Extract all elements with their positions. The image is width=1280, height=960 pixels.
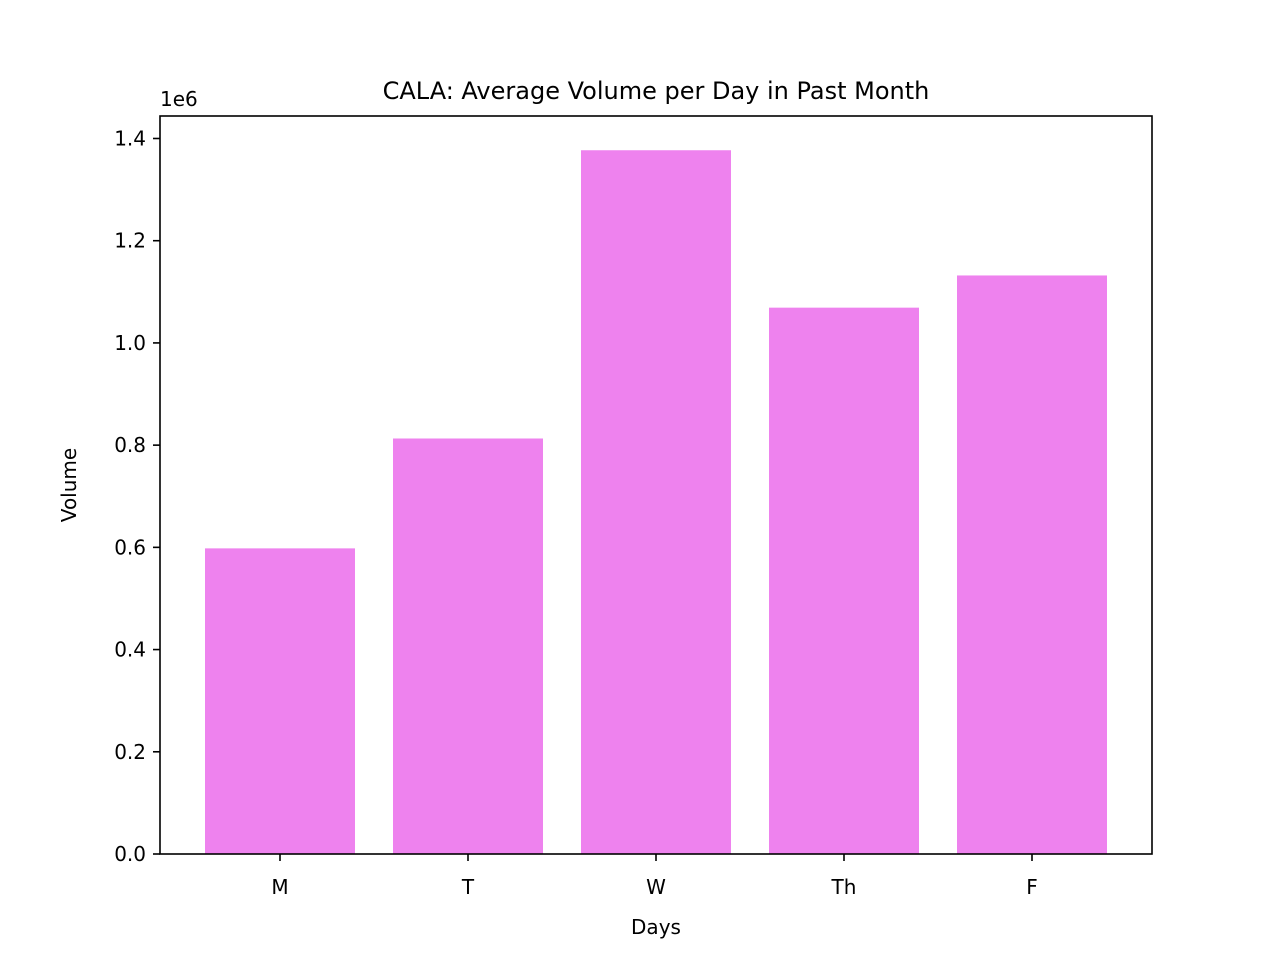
x-tick-label: M — [271, 875, 288, 899]
y-tick-label: 1.4 — [114, 126, 146, 150]
bar-M — [205, 548, 355, 854]
x-tick-label: F — [1026, 875, 1038, 899]
y-tick-label: 0.6 — [114, 535, 146, 559]
y-tick-label: 1.0 — [114, 331, 146, 355]
bar-F — [957, 275, 1107, 855]
x-tick-label: Th — [831, 875, 857, 899]
y-axis-label: Volume — [57, 448, 81, 522]
chart-title: CALA: Average Volume per Day in Past Mon… — [383, 77, 930, 105]
y-tick-label: 0.4 — [114, 638, 146, 662]
y-ticks-group: 0.0 0.2 0.4 0.6 0.8 1.0 1.2 1.4 — [114, 126, 160, 866]
y-axis-offset-label: 1e6 — [160, 87, 198, 111]
x-tick-label: T — [461, 875, 475, 899]
x-tick-label: W — [646, 875, 666, 899]
bar-Th — [769, 307, 919, 854]
y-tick-label: 0.8 — [114, 433, 146, 457]
y-tick-label: 0.2 — [114, 740, 146, 764]
plot-frame — [159, 115, 1153, 855]
bars-group — [205, 150, 1107, 855]
y-tick-label: 1.2 — [114, 229, 146, 253]
bar-W — [581, 150, 731, 855]
y-tick-label: 0.0 — [114, 842, 146, 866]
bar-T — [393, 438, 543, 854]
x-ticks-group: M T W Th F — [271, 854, 1038, 899]
x-axis-label: Days — [631, 915, 681, 939]
